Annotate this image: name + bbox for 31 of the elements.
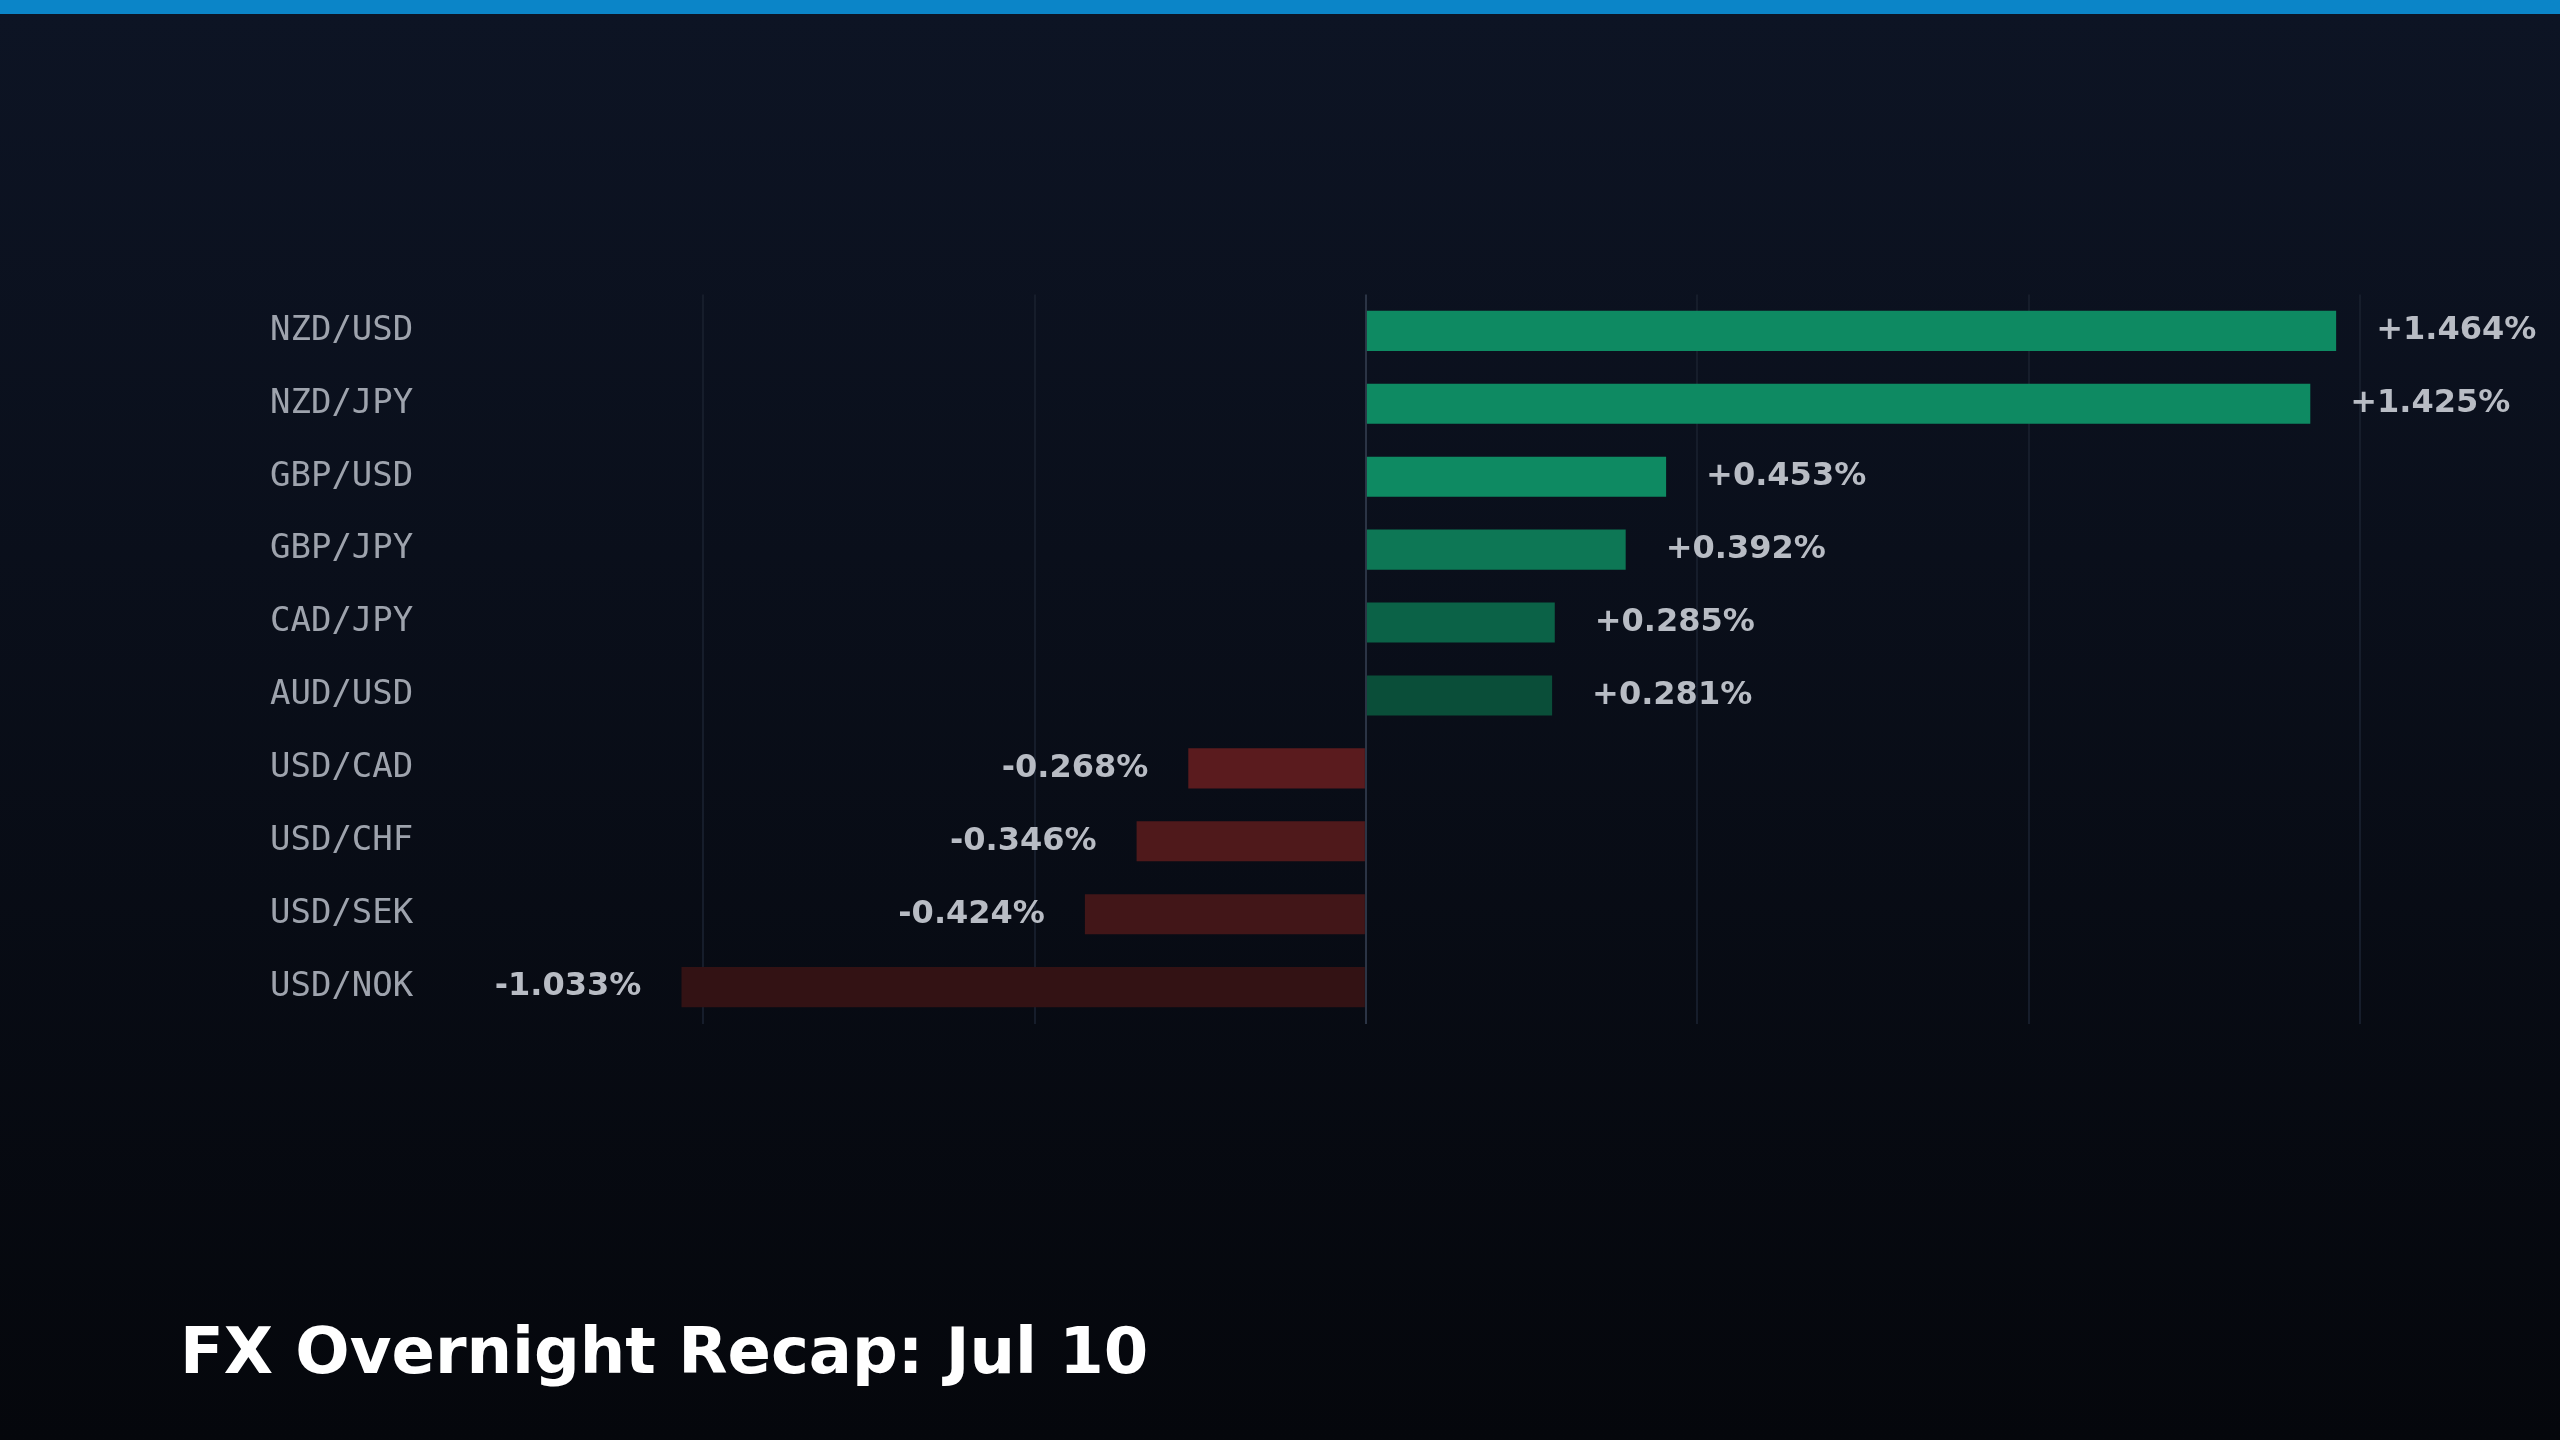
y-tick-label: CAD/JPY: [269, 599, 414, 640]
data-label: +0.281%: [1592, 673, 1753, 712]
data-label: -0.268%: [1001, 746, 1149, 785]
data-label: -1.033%: [494, 965, 642, 1004]
y-tick-label: GBP/JPY: [269, 526, 414, 567]
y-tick-label: USD/NOK: [269, 963, 414, 1004]
y-tick-label: USD/CAD: [269, 745, 414, 786]
data-label: +0.392%: [1665, 527, 1826, 566]
bar: [1366, 383, 2311, 424]
y-tick-label: GBP/USD: [269, 453, 414, 494]
bar: [1188, 748, 1365, 789]
bar: [1366, 456, 1667, 497]
bar: [1366, 529, 1626, 570]
bar: [681, 967, 1365, 1008]
data-label: +1.464%: [2376, 309, 2537, 348]
data-label: -0.424%: [898, 892, 1045, 931]
bar: [1084, 894, 1365, 935]
data-label: -0.346%: [950, 819, 1097, 858]
data-label: +0.285%: [1594, 600, 1755, 639]
y-tick-label: AUD/USD: [269, 672, 414, 713]
bar: [1366, 675, 1553, 716]
bar: [1366, 310, 2337, 351]
bar: [1136, 821, 1365, 862]
y-tick-label: NZD/USD: [269, 307, 414, 348]
y-tick-label: USD/CHF: [269, 818, 414, 859]
data-label: +1.425%: [2350, 382, 2511, 421]
data-label: +0.453%: [1706, 455, 1867, 494]
text: FX Overnight Recap: Jul 10: [179, 1313, 1150, 1388]
bar: [1366, 602, 1555, 643]
y-tick-label: USD/SEK: [269, 891, 414, 932]
y-tick-label: NZD/JPY: [269, 380, 414, 421]
